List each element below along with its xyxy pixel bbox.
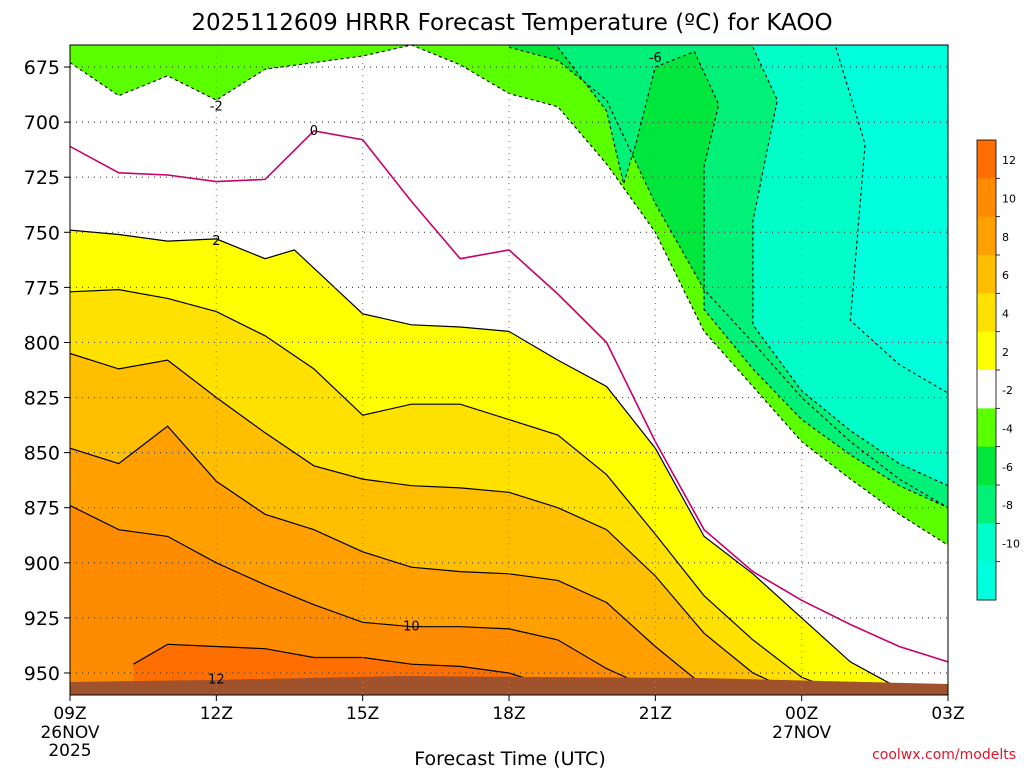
- contour-labels: -6 -2 0 2 10 12: [208, 51, 662, 688]
- colorbar-label: 4: [1002, 308, 1009, 321]
- credit-text: coolwx.com/modelts: [872, 747, 1016, 763]
- isotherm-12: [133, 643, 558, 689]
- y-tick-label: 875: [24, 498, 60, 520]
- x-tick-label: 15Z: [346, 704, 379, 724]
- colorbar: 12 10 8 6 4 2 -2 -4 -6 -8 -10: [976, 139, 1020, 601]
- x-tick-year: 2025: [48, 741, 91, 761]
- colorbar-swatch: [977, 446, 996, 486]
- isotherm-4: [70, 288, 851, 695]
- colorbar-swatch: [977, 140, 996, 179]
- x-tick-date: 26NOV: [40, 723, 99, 743]
- contour-label: 10: [403, 620, 420, 635]
- ground-surface: [70, 676, 948, 695]
- colorbar-label: 6: [1002, 269, 1009, 282]
- fill-below-minus10c: [835, 45, 948, 394]
- isotherm-minus8: [752, 46, 948, 487]
- x-tick-label: 12Z: [200, 704, 233, 724]
- colorbar-label: 2: [1002, 346, 1009, 359]
- chart-title: 2025112609 HRRR Forecast Temperature (ºC…: [191, 10, 832, 36]
- contour-label: 0: [310, 124, 318, 139]
- colorbar-label: -10: [1002, 538, 1020, 551]
- colorbar-swatch: [977, 178, 996, 218]
- y-tick-label: 775: [24, 277, 60, 299]
- x-axis-label: Forecast Time (UTC): [414, 748, 605, 768]
- contour-label: -2: [210, 100, 223, 115]
- x-tick-label: 03Z: [931, 704, 964, 724]
- colorbar-label: -8: [1002, 499, 1013, 512]
- isotherm-8: [70, 425, 754, 695]
- colorbar-label: -6: [1002, 461, 1013, 474]
- y-tick-label: 900: [24, 553, 60, 575]
- colorbar-swatch: [977, 293, 996, 333]
- contour-label: 2: [212, 234, 220, 249]
- y-axis-ticks: 675 700 725 750 775 800 825 850 875 900 925 950: [24, 57, 70, 685]
- colorbar-label: 12: [1002, 154, 1016, 167]
- y-tick-label: 950: [24, 663, 60, 685]
- y-tick-label: 850: [24, 443, 60, 465]
- isotherm-minus4: [508, 46, 948, 509]
- colorbar-swatch: [977, 523, 996, 563]
- colorbar-swatch: [977, 216, 996, 256]
- y-tick-label: 800: [24, 332, 60, 354]
- y-tick-label: 675: [24, 57, 60, 79]
- x-tick-label: 00Z: [785, 704, 818, 724]
- colorbar-label: 10: [1002, 193, 1016, 206]
- isotherm-2: [70, 229, 932, 695]
- x-tick-label: 21Z: [639, 704, 672, 724]
- colorbar-label: -4: [1002, 423, 1013, 436]
- colorbar-swatch: [977, 561, 996, 601]
- contour-label: -6: [649, 51, 662, 66]
- isotherm-minus6: [557, 46, 948, 509]
- colorbar-swatch: [977, 485, 996, 524]
- isotherm-minus10: [835, 47, 948, 394]
- grid-lines: [70, 45, 948, 695]
- y-tick-label: 725: [24, 167, 60, 189]
- x-tick-date: 27NOV: [772, 723, 831, 743]
- y-tick-label: 925: [24, 608, 60, 630]
- y-tick-label: 825: [24, 388, 60, 410]
- contour-label: 12: [208, 673, 225, 688]
- y-tick-label: 750: [24, 222, 60, 244]
- colorbar-label: 8: [1002, 231, 1009, 244]
- y-tick-label: 700: [24, 112, 60, 134]
- colorbar-swatch: [977, 370, 996, 409]
- isotherm-10: [70, 504, 656, 692]
- isotherm-6: [70, 352, 802, 695]
- colorbar-label: -2: [1002, 384, 1013, 397]
- colorbar-swatch: [977, 331, 996, 371]
- colorbar-swatch: [977, 408, 996, 448]
- x-tick-label: 09Z: [53, 704, 86, 724]
- x-tick-label: 18Z: [492, 704, 525, 724]
- fill-below-minus2c-left: [70, 45, 477, 101]
- colorbar-swatch: [977, 255, 996, 294]
